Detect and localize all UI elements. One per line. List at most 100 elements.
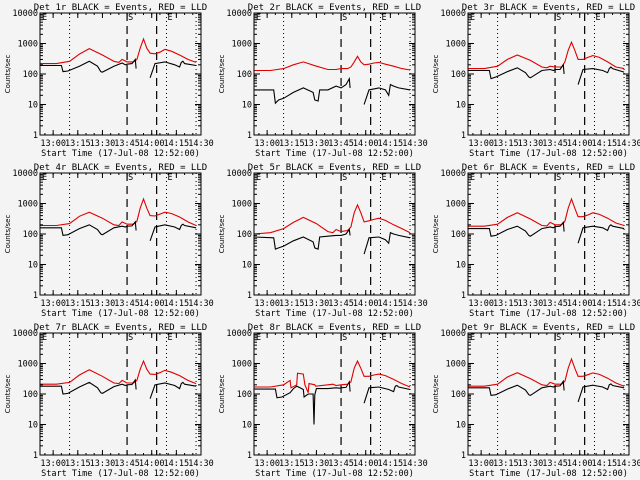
interval-marker-s: S [556,333,561,343]
x-tick-label: 13:30 [90,459,116,469]
y-tick-label: 100 [451,70,466,80]
interval-marker-e: E [168,173,173,183]
x-tick-label: 14:30 [402,459,428,469]
x-axis-label: Start Time (17-Jul-08 12:52:00) [41,469,200,479]
interval-marker-s: S [342,13,347,23]
x-tick-label: 14:00 [567,299,593,309]
x-axis-label: Start Time (17-Jul-08 12:52:00) [255,309,414,319]
interval-marker-s: S [342,173,347,183]
x-tick-label: 13:15 [65,459,91,469]
x-tick-label: 13:00 [40,459,66,469]
x-tick-label: 13:15 [279,139,305,149]
x-tick-label: 13:30 [518,139,544,149]
y-tick-label: 10 [456,101,466,111]
interval-marker-e: E [42,173,47,183]
y-tick-label: 1 [461,451,466,461]
x-tick-label: 13:30 [90,139,116,149]
y-axis-label: Counts/sec [4,55,12,94]
x-tick-label: 13:00 [468,299,494,309]
y-tick-label: 10 [28,101,38,111]
y-tick-label: 1 [33,451,38,461]
x-tick-label: 14:00 [353,139,379,149]
x-tick-label: 14:00 [139,459,165,469]
series-line-events [40,378,197,399]
y-tick-label: 1000 [18,360,38,370]
x-tick-label: 13:30 [304,139,330,149]
y-tick-label: 1000 [446,360,466,370]
plot-frame [467,12,630,136]
x-tick-label: 13:15 [65,299,91,309]
x-tick-label: 14:00 [139,139,165,149]
interval-marker-e: E [470,333,475,343]
y-tick-label: 1 [33,131,38,141]
y-tick-label: 10000 [12,9,38,19]
panel-title: Det 4r BLACK = Events, RED = LLD [34,163,207,173]
y-tick-label: 1 [461,131,466,141]
interval-marker-e: E [596,173,601,183]
panel-title: Det 6r BLACK = Events, RED = LLD [462,163,635,173]
x-tick-label: 13:00 [468,139,494,149]
series-line-lld [254,359,411,393]
panel-title: Det 9r BLACK = Events, RED = LLD [462,323,635,333]
y-tick-label: 100 [23,70,38,80]
series-line-events [253,228,411,255]
y-tick-label: 100 [237,390,252,400]
x-axis-label: Start Time (17-Jul-08 12:52:00) [469,469,628,479]
y-tick-label: 10000 [226,329,252,339]
y-tick-label: 1 [247,451,252,461]
x-tick-label: 14:00 [353,459,379,469]
x-tick-label: 13:45 [542,139,568,149]
interval-marker-e: E [256,173,261,183]
y-tick-label: 10000 [440,169,466,179]
x-tick-label: 14:15 [164,299,190,309]
y-tick-label: 1000 [232,360,252,370]
plot-frame [467,332,630,456]
x-tick-label: 13:15 [279,299,305,309]
x-axis-label: Start Time (17-Jul-08 12:52:00) [255,469,414,479]
y-axis-label: Counts/sec [432,55,440,94]
plot-frame [253,12,416,136]
plot-frame [39,172,202,296]
x-tick-label: 14:30 [616,459,640,469]
plot-frame [467,172,630,296]
y-tick-label: 10 [28,261,38,271]
x-tick-label: 14:15 [378,139,404,149]
y-tick-label: 10000 [440,9,466,19]
series-line-lld [468,197,625,227]
x-tick-label: 13:00 [254,139,280,149]
interval-marker-s: S [556,13,561,23]
x-tick-label: 13:45 [328,299,354,309]
interval-marker-e: E [42,13,47,23]
x-tick-label: 14:30 [402,139,428,149]
y-tick-label: 1000 [446,40,466,50]
interval-marker-e: E [382,13,387,23]
y-tick-label: 10 [242,101,252,111]
interval-marker-s: S [342,333,347,343]
interval-marker-e: E [382,173,387,183]
interval-marker-e: E [596,333,601,343]
series-line-events [40,57,197,78]
y-tick-label: 10 [456,421,466,431]
interval-marker-e: E [382,333,387,343]
y-axis-label: Counts/sec [218,215,226,254]
x-tick-label: 13:15 [65,139,91,149]
x-tick-label: 13:45 [114,139,140,149]
x-tick-label: 14:30 [188,299,214,309]
y-tick-label: 100 [451,390,466,400]
x-axis-label: Start Time (17-Jul-08 12:52:00) [255,149,414,159]
y-tick-label: 1 [247,291,252,301]
x-tick-label: 14:15 [592,459,618,469]
y-tick-label: 1 [461,291,466,301]
x-tick-label: 14:30 [616,139,640,149]
series-line-events [468,221,625,244]
interval-marker-s: S [556,173,561,183]
y-tick-label: 1 [33,291,38,301]
interval-marker-s: S [128,173,133,183]
plot-frame [253,172,416,296]
x-tick-label: 13:00 [254,459,280,469]
